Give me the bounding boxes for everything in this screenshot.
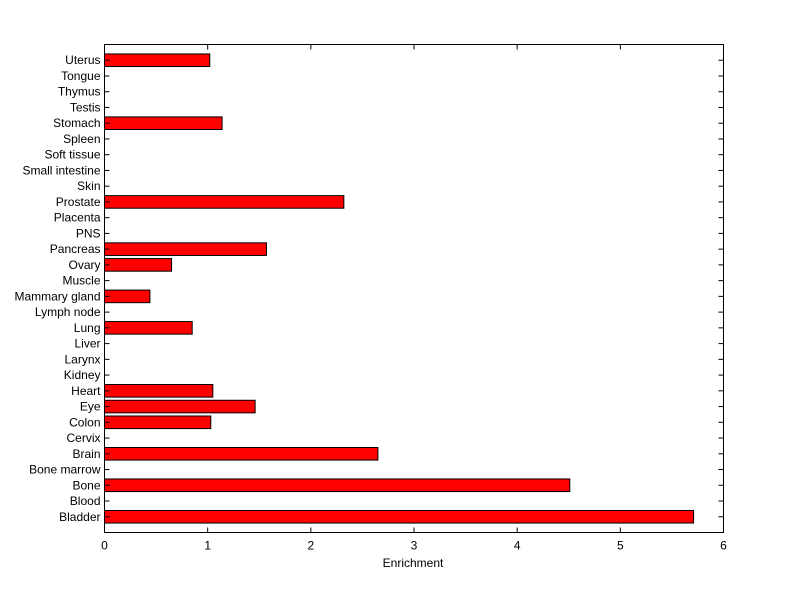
y-tick-label: Bone bbox=[72, 478, 100, 492]
y-tick-label: Stomach bbox=[53, 116, 100, 130]
y-tick-label: Prostate bbox=[56, 195, 101, 209]
bar-stomach bbox=[104, 116, 223, 131]
x-axis-label: Enrichment bbox=[383, 556, 444, 570]
y-tick-label: Colon bbox=[69, 415, 100, 429]
x-tick-label: 4 bbox=[514, 539, 521, 553]
bar-mammary-gland bbox=[104, 289, 151, 304]
bar-pancreas bbox=[104, 242, 267, 256]
y-tick-label: Ovary bbox=[68, 258, 100, 272]
y-tick-label: Placenta bbox=[54, 211, 101, 225]
bar-ovary bbox=[104, 258, 173, 272]
x-tick-label: 3 bbox=[411, 539, 418, 553]
bar-brain bbox=[104, 446, 379, 461]
y-tick-label: Larynx bbox=[64, 352, 100, 366]
y-tick-label: Muscle bbox=[62, 274, 100, 288]
y-tick-label: Eye bbox=[80, 400, 101, 414]
y-tick-label: Lymph node bbox=[35, 305, 101, 319]
x-tick-label: 6 bbox=[720, 539, 727, 553]
y-tick-label: Uterus bbox=[65, 53, 100, 67]
y-tick-label: Pancreas bbox=[50, 242, 101, 256]
x-tick-label: 1 bbox=[204, 539, 211, 553]
y-tick-label: Thymus bbox=[58, 85, 101, 99]
y-tick-label: Spleen bbox=[63, 132, 100, 146]
y-tick-label: Skin bbox=[77, 179, 100, 193]
bar-bladder bbox=[104, 509, 695, 524]
bar-eye bbox=[104, 399, 256, 414]
x-tick-label: 5 bbox=[617, 539, 624, 553]
bar-colon bbox=[104, 415, 212, 430]
x-axis: 0 1 2 3 4 5 6 bbox=[101, 44, 727, 553]
y-tick-label: Brain bbox=[72, 447, 100, 461]
y-tick-label: Kidney bbox=[64, 368, 101, 382]
y-tick-label: Small intestine bbox=[22, 163, 100, 177]
y-tick-label: PNS bbox=[76, 226, 101, 240]
x-tick-label: 2 bbox=[307, 539, 314, 553]
y-tick-label: Blood bbox=[70, 494, 101, 508]
bar-prostate bbox=[104, 195, 345, 209]
y-tick-label: Tongue bbox=[61, 69, 101, 83]
y-tick-label: Testis bbox=[70, 100, 101, 114]
y-tick-label: Bladder bbox=[59, 510, 100, 524]
y-tick-label: Lung bbox=[74, 321, 101, 335]
y-tick-label: Heart bbox=[71, 384, 101, 398]
bar-uterus bbox=[104, 53, 211, 68]
y-tick-label: Cervix bbox=[66, 431, 100, 445]
bar-heart bbox=[104, 384, 214, 398]
y-tick-label: Mammary gland bbox=[14, 289, 100, 303]
x-tick-label: 0 bbox=[101, 539, 108, 553]
y-tick-label: Soft tissue bbox=[44, 148, 100, 162]
y-tick-label: Liver bbox=[74, 337, 100, 351]
y-tick-label: Bone marrow bbox=[29, 463, 101, 477]
bar-bone bbox=[104, 478, 571, 493]
bars bbox=[104, 53, 695, 524]
bar-lung bbox=[104, 321, 193, 335]
